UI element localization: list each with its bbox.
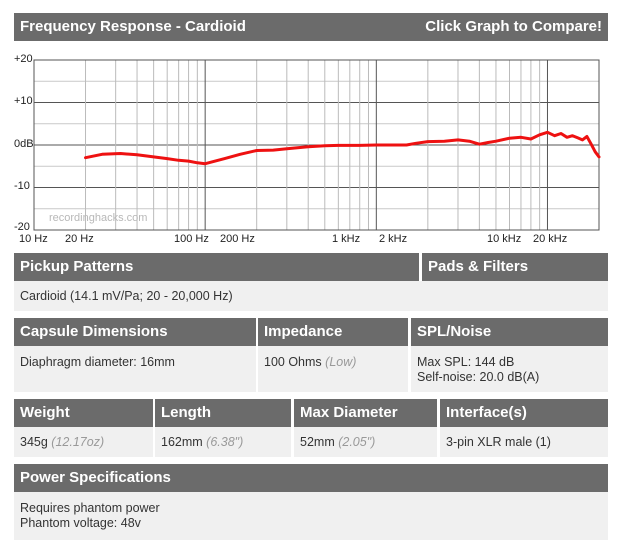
spl-noise-cell: Max SPL: 144 dB Self-noise: 20.0 dB(A) [411,346,608,392]
weight-header: Weight [14,399,153,427]
max-diameter-cell: 52mm (2.05") [294,427,437,457]
compare-link[interactable]: Click Graph to Compare! [425,18,602,35]
response-curve [84,130,601,166]
pads-filters-header: Pads & Filters [422,253,608,281]
impedance-title: Impedance [264,323,343,340]
weight-cell: 345g (12.17oz) [14,427,153,457]
max-spl-value: Max SPL: 144 dB [417,355,515,369]
x-tick-label: 10 kHz [487,233,522,245]
weight-note: (12.17oz) [51,435,105,449]
max-diameter-title: Max Diameter [300,404,398,421]
watermark: recordinghacks.com [49,212,148,224]
y-tick-label: +20 [14,53,33,65]
y-tick-label: 0dB [14,138,34,150]
frequency-response-plot [33,59,601,231]
interfaces-cell: 3-pin XLR male (1) [440,427,608,457]
weight-title: Weight [20,404,70,421]
length-header: Length [155,399,291,427]
pickup-patterns-value: Cardioid (14.1 mV/Pa; 20 - 20,000 Hz) [20,289,233,303]
impedance-header: Impedance [258,318,408,346]
length-cell: 162mm (6.38") [155,427,291,457]
capsule-dimensions-header: Capsule Dimensions [14,318,256,346]
max-diameter-note: (2.05") [338,435,376,449]
max-diameter-header: Max Diameter [294,399,437,427]
pickup-patterns-cell: Cardioid (14.1 mV/Pa; 20 - 20,000 Hz) [14,281,608,311]
power-specifications-title: Power Specifications [20,469,171,486]
length-note: (6.38") [206,435,244,449]
pickup-patterns-header: Pickup Patterns [14,253,419,281]
interfaces-value: 3-pin XLR male (1) [446,435,551,449]
impedance-value: 100 Ohms [264,355,322,369]
x-tick-label: 2 kHz [379,233,408,245]
x-tick-label: 1 kHz [332,233,361,245]
phantom-voltage-value: Phantom voltage: 48v [20,516,141,530]
graph-title: Frequency Response - Cardioid [20,18,246,35]
x-tick-label: 20 kHz [533,233,568,245]
weight-value: 345g [20,435,48,449]
spl-noise-header: SPL/Noise [411,318,608,346]
y-tick-label: -20 [14,221,30,233]
pickup-patterns-title: Pickup Patterns [20,258,134,275]
pads-filters-title: Pads & Filters [428,258,529,275]
length-title: Length [161,404,211,421]
x-tick-label: 20 Hz [65,233,94,245]
frequency-response-graph[interactable]: +20 +10 0dB -10 -20 recordinghacks.com 1… [14,45,608,245]
y-tick-label: -10 [14,180,30,192]
graph-title-bar: Frequency Response - Cardioid Click Grap… [14,13,608,41]
capsule-dimensions-value: Diaphragm diameter: 16mm [20,355,175,369]
plot-frame [33,59,600,231]
phantom-power-requirement: Requires phantom power [20,501,160,515]
spl-noise-title: SPL/Noise [417,323,492,340]
x-tick-label: 10 Hz [19,233,48,245]
impedance-note: (Low) [325,355,357,369]
y-tick-label: +10 [14,95,33,107]
x-tick-label: 100 Hz [174,233,209,245]
self-noise-value: Self-noise: 20.0 dB(A) [417,370,540,384]
max-diameter-value: 52mm [300,435,335,449]
capsule-dimensions-title: Capsule Dimensions [20,323,168,340]
interfaces-title: Interface(s) [446,404,527,421]
length-value: 162mm [161,435,203,449]
capsule-dimensions-cell: Diaphragm diameter: 16mm [14,346,256,392]
impedance-cell: 100 Ohms (Low) [258,346,408,392]
power-specifications-cell: Requires phantom power Phantom voltage: … [14,492,608,540]
interfaces-header: Interface(s) [440,399,608,427]
x-tick-label: 200 Hz [220,233,255,245]
power-specifications-header: Power Specifications [14,464,608,492]
